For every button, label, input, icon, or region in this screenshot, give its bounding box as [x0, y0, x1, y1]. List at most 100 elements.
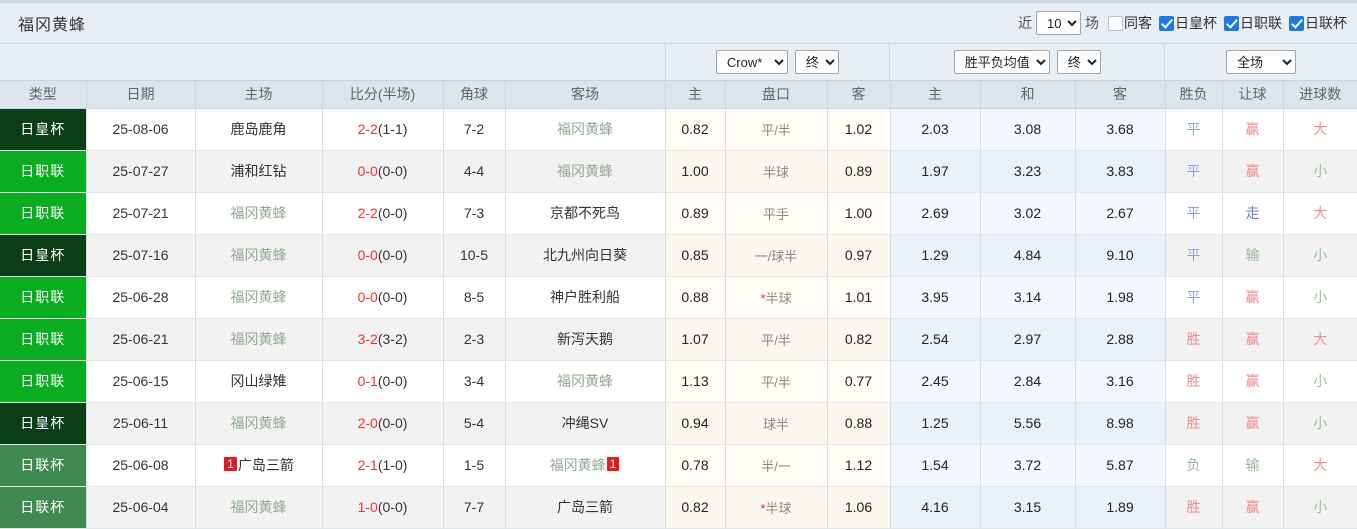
same-away-checkbox[interactable]: 同客: [1103, 13, 1154, 33]
away-team-cell[interactable]: 北九州向日葵: [506, 235, 665, 276]
filter-checkbox-0[interactable]: 日皇杯: [1154, 13, 1219, 33]
col-hcp-home[interactable]: 主: [665, 81, 726, 109]
home-team-cell[interactable]: 福冈黄蜂: [196, 319, 322, 360]
cell-away[interactable]: 福冈黄蜂: [505, 108, 666, 151]
filter-label-1[interactable]: 日职联: [1240, 15, 1282, 31]
odds-type-select[interactable]: 胜平负均值Bet365威廉希尔: [953, 50, 1050, 74]
cell-type[interactable]: 日职联: [0, 150, 87, 193]
cell-score[interactable]: 0-1(0-0): [322, 360, 444, 403]
table-row[interactable]: 日联杯 25-06-08 1 广岛三箭 2-1(1-0) 1-5 福冈黄蜂 1 0.78 半/一 1…: [0, 444, 1357, 487]
home-team-cell[interactable]: 福冈黄蜂: [196, 277, 322, 318]
away-team-cell[interactable]: 福冈黄蜂 1: [506, 445, 665, 486]
cell-home[interactable]: 福冈黄蜂: [195, 276, 323, 319]
cell-home[interactable]: 福冈黄蜂: [195, 318, 323, 361]
period-select[interactable]: 全场上半场下半场: [1226, 50, 1297, 74]
cell-type[interactable]: 日皇杯: [0, 234, 87, 277]
cell-type[interactable]: 日皇杯: [0, 402, 87, 445]
col-corner[interactable]: 角球: [443, 81, 506, 109]
filter-input-2[interactable]: [1289, 15, 1304, 31]
away-team-cell[interactable]: 新泻天鹅: [506, 319, 665, 360]
cell-home[interactable]: 冈山绿雉: [195, 360, 323, 403]
filter-input-1[interactable]: [1224, 15, 1239, 31]
filter-label-2[interactable]: 日联杯: [1305, 15, 1347, 31]
col-res-goals[interactable]: 进球数: [1283, 81, 1357, 109]
cell-home[interactable]: 鹿岛鹿角: [195, 108, 323, 151]
same-away-input[interactable]: [1108, 15, 1123, 31]
cell-score[interactable]: 0-0(0-0): [322, 234, 444, 277]
col-type[interactable]: 类型: [0, 81, 87, 109]
table-row[interactable]: 日皇杯 25-06-11 福冈黄蜂 2-0(0-0) 5-4 冲绳SV 0.94 球半 0.88…: [0, 402, 1357, 445]
cell-away[interactable]: 福冈黄蜂 1: [505, 444, 666, 487]
handicap-company-select[interactable]: Crow*Bet365Mac*易胜博: [715, 50, 788, 74]
col-res-wdl[interactable]: 胜负: [1165, 81, 1223, 109]
cell-type[interactable]: 日皇杯: [0, 108, 87, 151]
col-hcp-away[interactable]: 客: [827, 81, 891, 109]
handicap-stage-select[interactable]: 初终: [794, 50, 839, 74]
cell-type[interactable]: 日联杯: [0, 444, 87, 487]
cell-score[interactable]: 2-1(1-0): [322, 444, 444, 487]
home-team-cell[interactable]: 福冈黄蜂: [196, 487, 322, 528]
filter-label-0[interactable]: 日皇杯: [1175, 15, 1217, 31]
cell-home[interactable]: 福冈黄蜂: [195, 486, 323, 529]
home-team-cell[interactable]: 浦和红钻: [196, 151, 322, 192]
home-team-cell[interactable]: 鹿岛鹿角: [196, 109, 322, 150]
cell-away[interactable]: 神户胜利船: [505, 276, 666, 319]
cell-score[interactable]: 2-0(0-0): [322, 402, 444, 445]
home-team-cell[interactable]: 1 广岛三箭: [196, 445, 322, 486]
col-home[interactable]: 主场: [195, 81, 323, 109]
cell-type[interactable]: 日职联: [0, 360, 87, 403]
home-team-cell[interactable]: 冈山绿雉: [196, 361, 322, 402]
filter-checkbox-1[interactable]: 日职联: [1219, 13, 1284, 33]
table-row[interactable]: 日职联 25-06-15 冈山绿雉 0-1(0-0) 3-4 福冈黄蜂 1.13 平/半 0.7…: [0, 360, 1357, 403]
table-row[interactable]: 日联杯 25-06-04 福冈黄蜂 1-0(0-0) 7-7 广岛三箭 0.82 *半球 1.0…: [0, 486, 1357, 529]
table-row[interactable]: 日职联 25-06-28 福冈黄蜂 0-0(0-0) 8-5 神户胜利船 0.88 *半球 1.…: [0, 276, 1357, 319]
filter-checkbox-2[interactable]: 日联杯: [1284, 13, 1349, 33]
cell-home[interactable]: 福冈黄蜂: [195, 192, 323, 235]
away-team-cell[interactable]: 京都不死鸟: [506, 193, 665, 234]
cell-home[interactable]: 福冈黄蜂: [195, 402, 323, 445]
home-team-cell[interactable]: 福冈黄蜂: [196, 403, 322, 444]
cell-away[interactable]: 福冈黄蜂: [505, 360, 666, 403]
cell-away[interactable]: 冲绳SV: [505, 402, 666, 445]
col-score[interactable]: 比分(半场): [322, 81, 444, 109]
cell-away[interactable]: 新泻天鹅: [505, 318, 666, 361]
table-row[interactable]: 日皇杯 25-07-16 福冈黄蜂 0-0(0-0) 10-5 北九州向日葵 0.85 一/球…: [0, 234, 1357, 277]
cell-score[interactable]: 2-2(1-1): [322, 108, 444, 151]
col-away[interactable]: 客场: [505, 81, 666, 109]
home-team-cell[interactable]: 福冈黄蜂: [196, 235, 322, 276]
table-row[interactable]: 日职联 25-06-21 福冈黄蜂 3-2(3-2) 2-3 新泻天鹅 1.07 平/半 0.8…: [0, 318, 1357, 361]
recent-count-select[interactable]: 6102030: [1036, 11, 1081, 35]
table-row[interactable]: 日职联 25-07-27 浦和红钻 0-0(0-0) 4-4 福冈黄蜂 1.00 半球 0.89…: [0, 150, 1357, 193]
cell-score[interactable]: 0-0(0-0): [322, 150, 444, 193]
col-hcp-line[interactable]: 盘口: [725, 81, 828, 109]
col-date[interactable]: 日期: [86, 81, 196, 109]
cell-score[interactable]: 0-0(0-0): [322, 276, 444, 319]
col-res-hcp[interactable]: 让球: [1222, 81, 1284, 109]
col-odds-home[interactable]: 主: [890, 81, 981, 109]
cell-away[interactable]: 京都不死鸟: [505, 192, 666, 235]
cell-score[interactable]: 1-0(0-0): [322, 486, 444, 529]
cell-type[interactable]: 日职联: [0, 318, 87, 361]
away-team-cell[interactable]: 福冈黄蜂: [506, 109, 665, 150]
away-team-cell[interactable]: 神户胜利船: [506, 277, 665, 318]
cell-home[interactable]: 浦和红钻: [195, 150, 323, 193]
away-team-cell[interactable]: 福冈黄蜂: [506, 151, 665, 192]
table-row[interactable]: 日皇杯 25-08-06 鹿岛鹿角 2-2(1-1) 7-2 福冈黄蜂 0.82 平/半 1.0…: [0, 108, 1357, 151]
odds-stage-select[interactable]: 初终: [1056, 50, 1101, 74]
cell-type[interactable]: 日联杯: [0, 486, 87, 529]
col-odds-away[interactable]: 客: [1075, 81, 1166, 109]
same-away-label[interactable]: 同客: [1124, 15, 1152, 31]
cell-away[interactable]: 福冈黄蜂: [505, 150, 666, 193]
cell-home[interactable]: 1 广岛三箭: [195, 444, 323, 487]
cell-away[interactable]: 北九州向日葵: [505, 234, 666, 277]
cell-home[interactable]: 福冈黄蜂: [195, 234, 323, 277]
home-team-cell[interactable]: 福冈黄蜂: [196, 193, 322, 234]
col-odds-draw[interactable]: 和: [980, 81, 1076, 109]
cell-type[interactable]: 日职联: [0, 192, 87, 235]
away-team-cell[interactable]: 广岛三箭: [506, 487, 665, 528]
cell-score[interactable]: 2-2(0-0): [322, 192, 444, 235]
cell-type[interactable]: 日职联: [0, 276, 87, 319]
away-team-cell[interactable]: 福冈黄蜂: [506, 361, 665, 402]
cell-score[interactable]: 3-2(3-2): [322, 318, 444, 361]
filter-input-0[interactable]: [1159, 15, 1174, 31]
